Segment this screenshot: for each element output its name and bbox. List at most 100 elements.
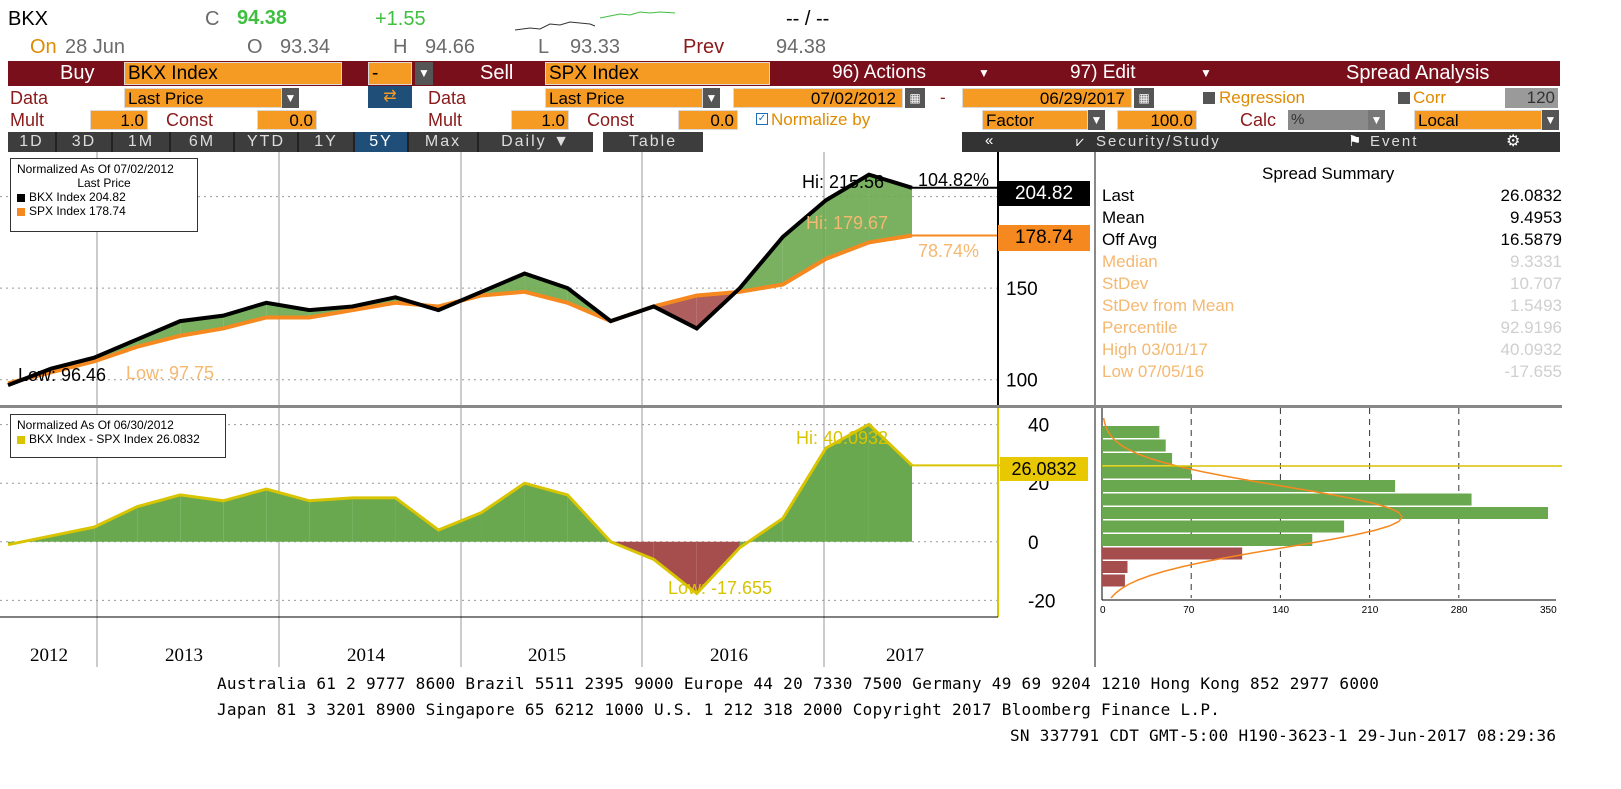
period-tab-5y[interactable]: 5Y xyxy=(355,132,407,152)
spread-area-segment xyxy=(438,512,482,542)
spread-tick-label: 40 xyxy=(1028,416,1049,437)
sell-security-field[interactable]: SPX Index xyxy=(545,62,770,85)
close-label: C xyxy=(205,8,220,30)
start-date-field[interactable]: 07/02/2012 xyxy=(733,88,903,108)
buy-security-field[interactable]: BKX Index xyxy=(124,62,342,85)
buy-data-label: Data xyxy=(10,88,49,108)
summary-label: StDev from Mean xyxy=(1102,296,1235,315)
spx-pct-annotation: 78.74% xyxy=(918,241,980,261)
corr-checkbox[interactable] xyxy=(1398,92,1410,104)
sell-const-field[interactable]: 0.0 xyxy=(678,110,738,130)
spread-tick-label: 0 xyxy=(1028,533,1039,554)
period-tab-1d[interactable]: 1D xyxy=(8,132,55,152)
spread-fill-segment xyxy=(223,302,267,329)
collapse-icon[interactable]: « xyxy=(985,132,994,149)
summary-value: 9.4953 xyxy=(1510,208,1562,227)
buy-mult-field[interactable]: 1.0 xyxy=(90,110,148,130)
operation-select[interactable]: - xyxy=(368,62,412,85)
normalize-label: Normalize by xyxy=(771,110,871,129)
event-button[interactable]: Event xyxy=(1370,133,1419,150)
spread-area-segment xyxy=(223,489,267,542)
legend-bkx-label: BKX Index 204.82 xyxy=(29,190,126,204)
edit-menu[interactable]: 97) Edit xyxy=(1070,62,1136,83)
currency-dropdown-icon[interactable]: ▼ xyxy=(1542,110,1559,130)
hist-bar xyxy=(1102,547,1243,560)
factor-value-field[interactable]: 100.0 xyxy=(1117,110,1197,130)
gear-icon[interactable]: ⚙ xyxy=(1506,133,1521,150)
open-value: 93.34 xyxy=(280,36,331,58)
calc-dropdown-icon[interactable]: ▼ xyxy=(1368,110,1385,130)
table-button[interactable]: Table xyxy=(603,132,703,152)
spread-area-segment xyxy=(782,448,826,542)
on-label: On xyxy=(30,36,57,58)
regression-checkbox[interactable] xyxy=(1203,92,1215,104)
hist-bar xyxy=(1102,453,1173,465)
summary-value: 26.0832 xyxy=(1500,186,1562,205)
summary-title: Spread Summary xyxy=(1262,164,1395,183)
hist-tick-label: 0 xyxy=(1100,605,1106,616)
year-label: 2014 xyxy=(347,645,386,666)
summary-value: 40.0932 xyxy=(1500,340,1562,359)
year-label: 2017 xyxy=(886,645,924,666)
price-tick-label: 150 xyxy=(1006,279,1038,300)
regression-label: Regression xyxy=(1219,88,1305,107)
spread-area-segment xyxy=(481,483,525,542)
summary-value: 10.707 xyxy=(1510,274,1562,293)
actions-dropdown-icon[interactable]: ▼ xyxy=(978,66,990,80)
factor-select[interactable]: Factor xyxy=(982,110,1088,130)
spread-area-segment xyxy=(653,541,697,594)
buy-const-field[interactable]: 0.0 xyxy=(257,110,317,130)
buy-data-dropdown-icon[interactable]: ▼ xyxy=(282,88,299,108)
sell-mult-label: Mult xyxy=(428,110,463,130)
spread-fill-segment xyxy=(868,174,912,243)
legend-item-spread: BKX Index - SPX Index 26.0832 xyxy=(17,432,219,446)
hist-bar xyxy=(1102,507,1548,519)
study-bar xyxy=(962,132,1560,152)
buy-data-select[interactable]: Last Price xyxy=(124,88,282,108)
normalize-checkbox[interactable]: ✓ xyxy=(756,113,768,125)
period-tab-6m[interactable]: 6M xyxy=(171,132,233,152)
sell-data-dropdown-icon[interactable]: ▼ xyxy=(703,88,720,108)
legend-item-bkx: BKX Index 204.82 xyxy=(17,190,191,204)
security-study-button[interactable]: Security/Study xyxy=(1096,133,1221,150)
calc-select[interactable]: % xyxy=(1288,110,1368,130)
sell-button[interactable]: Sell xyxy=(480,62,514,84)
frequency-select[interactable]: Daily ▼ xyxy=(479,132,593,152)
swap-icon[interactable]: ⇄ xyxy=(368,86,412,108)
summary-label: Median xyxy=(1102,252,1158,271)
price-tick-label: 100 xyxy=(1006,371,1038,392)
spread-chart xyxy=(7,422,1000,596)
legend-title: Normalized As Of 07/02/2012 xyxy=(17,162,174,176)
spread-area-segment xyxy=(524,483,568,542)
quote-date: 28 Jun xyxy=(65,36,126,58)
sell-mult-field[interactable]: 1.0 xyxy=(511,110,569,130)
operation-dropdown-icon[interactable]: ▼ xyxy=(415,62,433,85)
actions-menu[interactable]: 96) Actions xyxy=(832,62,926,83)
end-calendar-icon[interactable]: ▦ xyxy=(1134,88,1154,108)
sell-data-select[interactable]: Last Price xyxy=(545,88,703,108)
edit-dropdown-icon[interactable]: ▼ xyxy=(1200,66,1212,80)
hist-tick-label: 70 xyxy=(1183,605,1195,616)
hist-bar xyxy=(1102,561,1128,573)
hist-bar xyxy=(1102,574,1125,587)
period-tab-ytd[interactable]: YTD xyxy=(235,132,297,152)
legend-subtitle: Last Price xyxy=(77,176,131,190)
currency-select[interactable]: Local xyxy=(1414,110,1542,130)
spread-area-segment xyxy=(180,494,224,542)
spread-area-segment xyxy=(266,489,310,542)
start-calendar-icon[interactable]: ▦ xyxy=(905,88,925,108)
period-tab-max[interactable]: Max xyxy=(409,132,477,152)
period-tab-1m[interactable]: 1M xyxy=(113,132,169,152)
bkx-line xyxy=(7,172,913,388)
factor-dropdown-icon[interactable]: ▼ xyxy=(1088,110,1105,130)
year-label: 2012 xyxy=(30,645,68,666)
corr-value-field[interactable]: 120 xyxy=(1505,88,1558,108)
summary-label: StDev xyxy=(1102,274,1149,293)
period-tab-1y[interactable]: 1Y xyxy=(299,132,353,152)
summary-row-stdev-from-mean: StDev from Mean 1.5493 xyxy=(1102,296,1562,318)
end-date-field[interactable]: 06/29/2017 xyxy=(962,88,1132,108)
event-flag-icon: ⚑ xyxy=(1348,133,1362,150)
buy-button[interactable]: Buy xyxy=(60,62,95,84)
footer-line-3: SN 337791 CDT GMT-5:00 H190-3623-1 29-Ju… xyxy=(1010,726,1557,745)
period-tab-3d[interactable]: 3D xyxy=(57,132,111,152)
